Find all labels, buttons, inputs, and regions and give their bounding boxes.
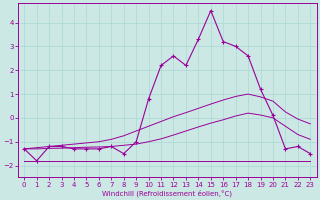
- X-axis label: Windchill (Refroidissement éolien,°C): Windchill (Refroidissement éolien,°C): [102, 189, 232, 197]
